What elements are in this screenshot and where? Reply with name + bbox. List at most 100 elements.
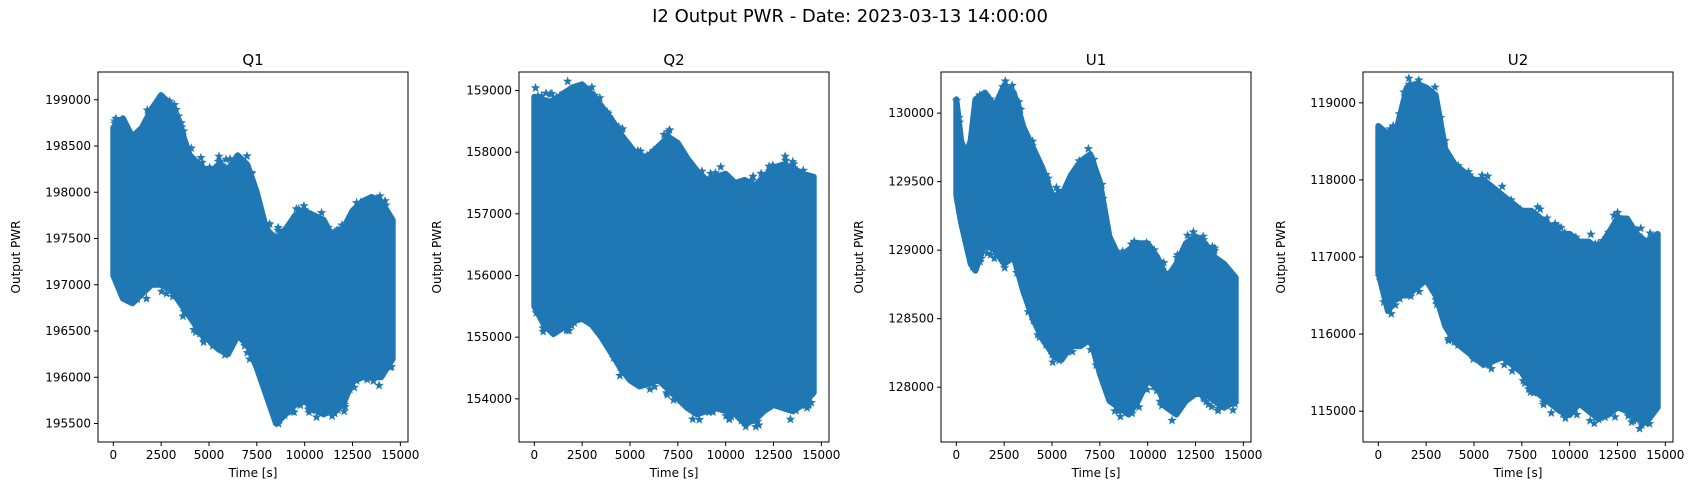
axes-frame xyxy=(940,71,1252,443)
data-point xyxy=(1453,340,1463,350)
data-point xyxy=(161,288,172,298)
y-axis-label: Output PWR xyxy=(9,221,23,294)
data-point xyxy=(1499,359,1509,369)
data-point xyxy=(1154,256,1165,266)
x-tick-label: 7500 xyxy=(1507,448,1538,462)
data-point xyxy=(1483,171,1493,181)
data-series xyxy=(1374,73,1661,433)
data-point xyxy=(555,90,565,100)
data-point xyxy=(316,207,327,217)
data-point xyxy=(802,402,812,412)
data-point xyxy=(1054,355,1064,365)
data-point xyxy=(1507,365,1517,375)
data-point xyxy=(617,124,628,133)
data-point xyxy=(1443,333,1454,343)
data-point xyxy=(327,411,337,421)
data-point xyxy=(351,197,362,207)
data-point xyxy=(141,293,152,303)
data-point xyxy=(368,376,379,385)
data-point xyxy=(998,81,1008,91)
data-point xyxy=(1182,230,1193,240)
data-point xyxy=(587,82,597,92)
data-point xyxy=(1603,227,1614,237)
data-point xyxy=(1593,414,1604,424)
data-point xyxy=(756,168,766,178)
data-point xyxy=(1644,418,1655,428)
data-point xyxy=(1506,195,1516,204)
data-point xyxy=(533,91,543,101)
data-point xyxy=(989,253,1000,263)
data-point xyxy=(976,253,986,263)
data-point xyxy=(1157,259,1167,269)
y-tick-label: 196500 xyxy=(45,324,91,338)
data-point xyxy=(1207,246,1218,256)
x-axis-label: Time [s] xyxy=(228,466,278,480)
data-point xyxy=(1089,154,1099,164)
data-point xyxy=(547,88,557,98)
data-point xyxy=(1486,363,1497,373)
data-series xyxy=(110,92,397,428)
data-point xyxy=(110,116,120,126)
data-point xyxy=(1553,221,1564,231)
data-point xyxy=(294,204,304,214)
data-point xyxy=(1645,228,1655,238)
y-tick-label: 195500 xyxy=(45,417,91,431)
y-tick-label: 158000 xyxy=(466,145,512,159)
data-point xyxy=(1611,215,1621,225)
data-point xyxy=(1213,403,1223,413)
data-point xyxy=(198,332,208,342)
data-point xyxy=(142,105,153,115)
data-point xyxy=(1157,397,1167,407)
data-point xyxy=(374,380,384,390)
data-point xyxy=(345,384,355,394)
data-point xyxy=(1633,230,1644,240)
data-point xyxy=(659,129,669,139)
data-point xyxy=(1144,377,1155,387)
data-point xyxy=(208,340,218,350)
data-point xyxy=(217,160,227,170)
data-point xyxy=(617,366,627,376)
data-point xyxy=(1160,267,1171,277)
y-axis-label: Output PWR xyxy=(1274,221,1288,294)
data-point xyxy=(1082,336,1092,346)
data-point xyxy=(132,294,143,304)
data-point xyxy=(750,415,760,424)
y-tick-label: 128500 xyxy=(888,312,934,326)
data-series xyxy=(530,76,817,431)
data-point xyxy=(1374,271,1384,281)
data-point xyxy=(333,404,343,414)
data-point xyxy=(381,200,391,210)
data-point xyxy=(289,407,299,417)
data-point xyxy=(1388,121,1398,130)
subplot-q2: 0 2500 5000 7500 10000 12500 15000 154000 155000… xyxy=(430,51,840,480)
data-point xyxy=(1636,223,1646,233)
data-point xyxy=(1535,204,1545,214)
data-point xyxy=(1600,412,1610,422)
data-point xyxy=(1062,346,1073,356)
data-point xyxy=(264,219,275,229)
data-point xyxy=(352,375,362,385)
data-point xyxy=(1127,408,1137,418)
data-point xyxy=(765,163,776,173)
y-tick-label: 118000 xyxy=(1310,173,1356,187)
data-point xyxy=(1027,136,1038,146)
data-point xyxy=(668,395,679,405)
data-point xyxy=(196,152,206,162)
data-point xyxy=(1586,229,1596,239)
data-point xyxy=(764,161,774,171)
x-tick-label: 10000 xyxy=(707,448,745,462)
y-axis-label: Output PWR xyxy=(430,221,444,294)
data-point xyxy=(169,99,180,109)
data-point xyxy=(1115,411,1126,421)
data-point xyxy=(362,374,372,384)
data-point xyxy=(1414,286,1424,296)
x-tick-label: 2500 xyxy=(989,448,1020,462)
y-tick-label: 198000 xyxy=(45,185,91,199)
data-point xyxy=(1612,211,1623,221)
data-point xyxy=(1560,227,1570,237)
data-point xyxy=(1632,225,1642,235)
x-tick-label: 12500 xyxy=(333,448,371,462)
y-tick-label: 199000 xyxy=(45,93,91,107)
data-point xyxy=(1012,267,1022,277)
y-tick-label: 130000 xyxy=(888,106,934,120)
